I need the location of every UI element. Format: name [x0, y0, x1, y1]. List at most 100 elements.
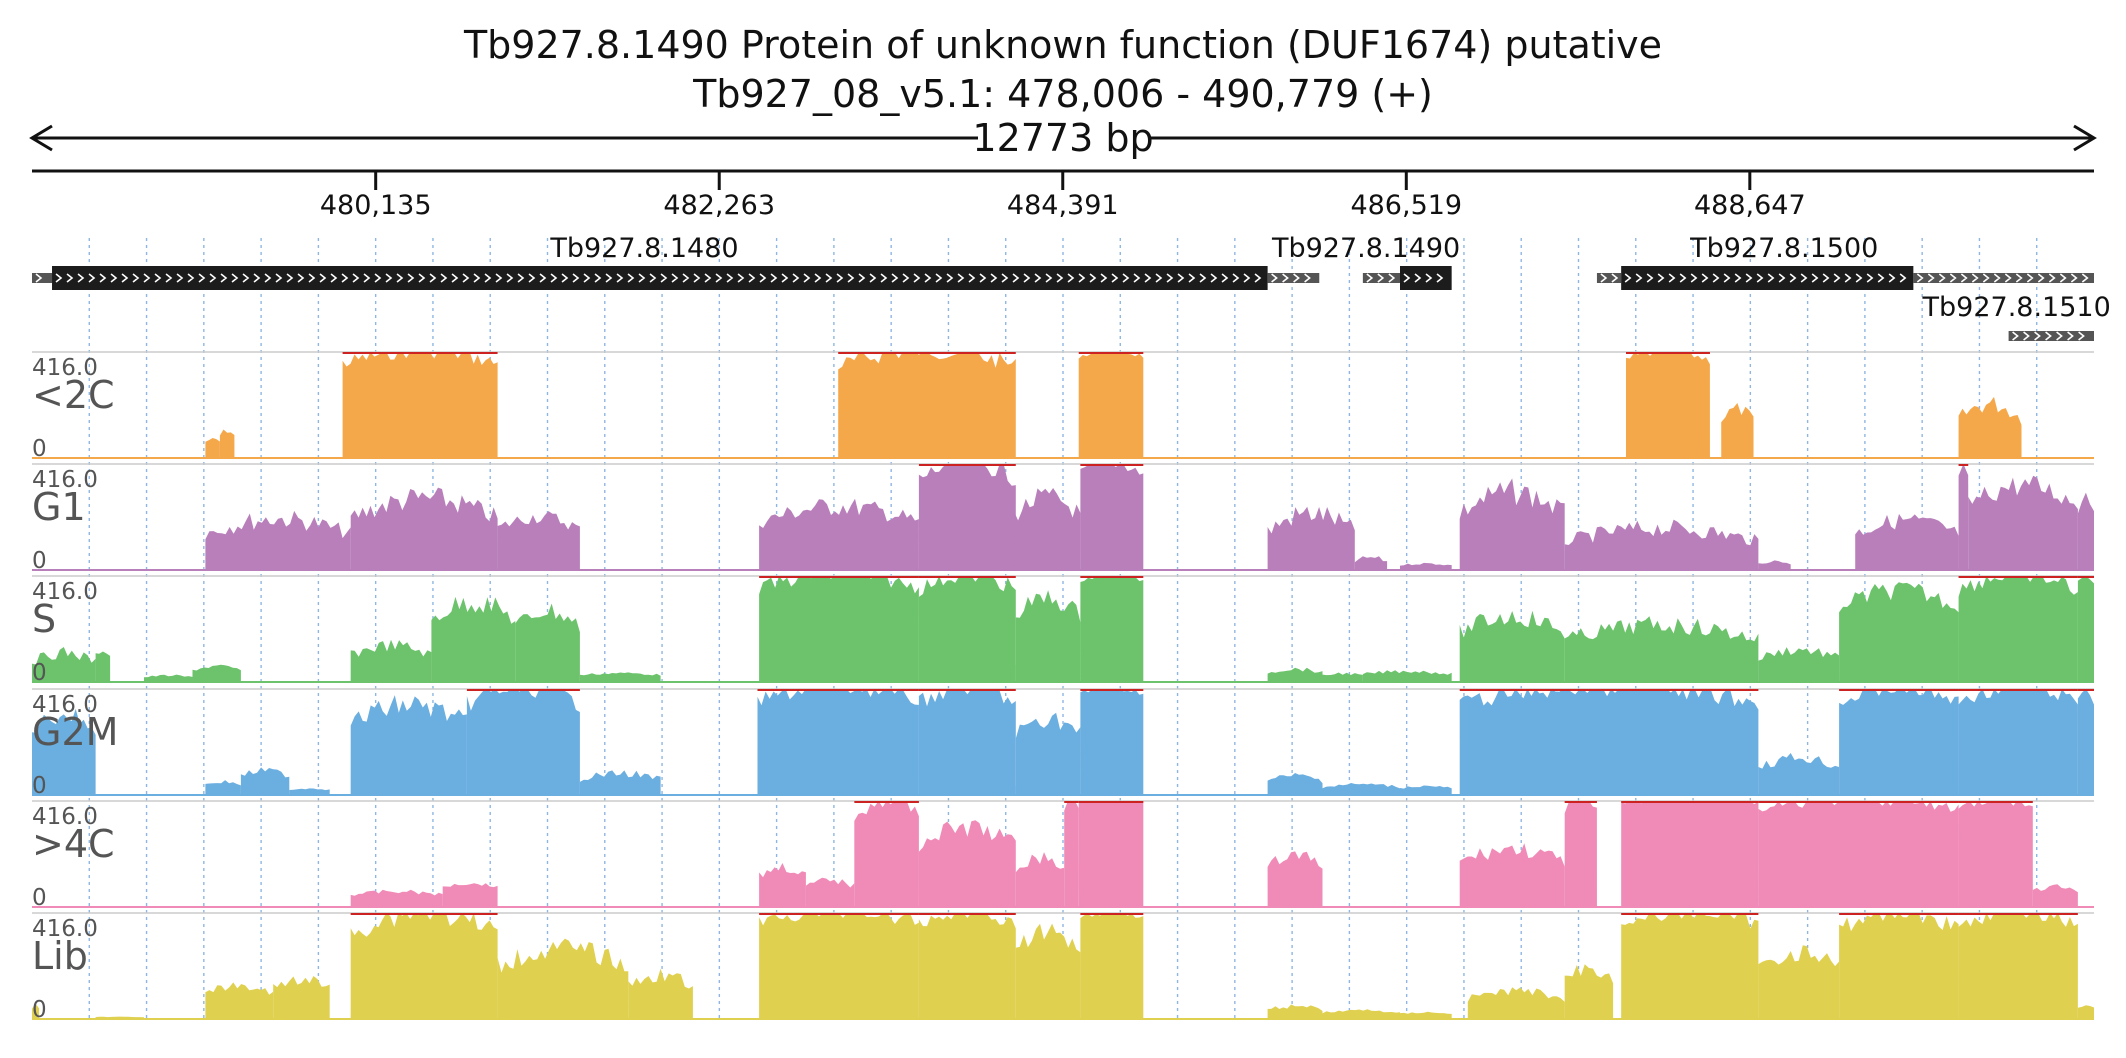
axis-tick-label: 486,519 [1350, 190, 1462, 221]
coverage-area [1015, 923, 1081, 1019]
track-max-label: 416.0 [32, 692, 98, 718]
track-min-label: 0 [32, 773, 47, 799]
coverage-area [442, 883, 498, 907]
coverage-area [1064, 801, 1079, 907]
strand-arrow-icon [1600, 273, 1619, 283]
coverage-area [219, 429, 235, 458]
coverage-area [515, 603, 580, 682]
coverage-area [759, 498, 919, 570]
coverage-area [1322, 783, 1400, 795]
coverage-area [1399, 1011, 1452, 1019]
coverage-track: 416.0 0 G1 [32, 463, 2094, 574]
span-ruler: 12773 bp [29, 116, 2097, 160]
gene-utr-block [1267, 273, 1320, 283]
gene-feature: Tb927.8.1480 [32, 233, 1320, 290]
coverage-area [350, 487, 498, 570]
track-min-label: 0 [32, 997, 47, 1023]
coverage-area [144, 674, 193, 682]
gene-label: Tb927.8.1480 [549, 233, 738, 264]
gene-utr-block [1362, 273, 1400, 283]
track-max-label: 416.0 [32, 916, 98, 942]
coverage-area [1459, 843, 1565, 907]
gene-cds-block [52, 266, 1268, 290]
coverage-area [95, 1016, 145, 1019]
coverage-area [757, 689, 919, 795]
coverage-tracks: 416.00<2C416.00G1416.00S416.00G2M416.00>… [32, 351, 2094, 1023]
coverage-area [1267, 851, 1323, 907]
coverage-area [1958, 396, 2022, 458]
coverage-area [1564, 616, 1759, 682]
coverage-area [32, 1003, 40, 1019]
coverage-area [1758, 560, 1791, 570]
coverage-area [1393, 457, 1430, 458]
coverage-area [205, 982, 274, 1019]
coverage-area [854, 801, 919, 907]
coverage-area [1855, 513, 1959, 570]
track-max-label: 416.0 [32, 467, 98, 493]
track-min-label: 0 [32, 885, 47, 911]
coverage-area [1354, 556, 1388, 570]
coverage-area [1564, 801, 1597, 907]
coverage-area [1399, 785, 1452, 795]
coverage-area [1758, 753, 1840, 795]
coverage-area [918, 689, 1016, 795]
span-arrow-left-icon [29, 124, 53, 152]
coverage-area [1078, 801, 1144, 907]
coverage-area [1958, 913, 2078, 1019]
coverage-area [350, 639, 432, 682]
coverage-area [1958, 464, 1969, 570]
coverage-area [1958, 576, 2078, 682]
coverage-area [2077, 576, 2094, 682]
coverage-area [579, 672, 661, 682]
coverage-area [205, 780, 241, 795]
axis-tick-label: 480,135 [320, 190, 432, 221]
gene-label: Tb927.8.1490 [1271, 233, 1460, 264]
coverage-area [805, 877, 855, 907]
coverage-area [1267, 667, 1323, 682]
gene-feature: Tb927.8.1500 [1596, 233, 2094, 290]
coverage-area [205, 438, 220, 458]
coverage-area [350, 889, 443, 907]
track-max-label: 416.0 [32, 804, 98, 830]
gene-feature: Tb927.8.1490 [1271, 233, 1460, 290]
coverage-area [2077, 1005, 2094, 1019]
span-length-label: 12773 bp [972, 116, 1153, 160]
coverage-area [2032, 884, 2078, 907]
strand-arrow-icon [35, 273, 43, 283]
gene-utr-block [1596, 273, 1622, 283]
coverage-area [1721, 403, 1754, 458]
strand-arrow-icon [1271, 273, 1311, 283]
coverage-area [192, 664, 241, 682]
coverage-area [95, 651, 111, 682]
coverage-area [1839, 913, 1959, 1019]
coverage-area [1621, 913, 1759, 1019]
track-max-label: 416.0 [32, 355, 98, 381]
coverage-area [1015, 852, 1065, 907]
strand-arrow-icon [1916, 273, 2089, 283]
track-name-label: S [32, 597, 56, 641]
coverage-area [1968, 475, 2078, 570]
coordinate-axis: 480,135 482,263 484,391 486,519 488,647 [320, 171, 1806, 221]
coverage-area [759, 576, 919, 682]
coverage-area [342, 352, 498, 458]
strand-arrow-icon [55, 273, 1262, 283]
coverage-area [2077, 492, 2094, 570]
coverage-area [1399, 562, 1452, 570]
gene-track: Tb927.8.1480 Tb927.8.1490 Tb927.8.1500 Tb92… [32, 233, 2111, 341]
coverage-area [1014, 488, 1081, 570]
track-name-label: <2C [32, 373, 115, 417]
track-name-label: G2M [32, 710, 118, 754]
coverage-area [918, 576, 1016, 682]
coverage-area [32, 647, 96, 682]
coverage-area [497, 511, 580, 570]
gene-feature: Tb927.8.1510 [1922, 292, 2111, 341]
coverage-area [1267, 773, 1323, 795]
coverage-area [1958, 689, 2078, 795]
coverage-area [1839, 582, 1959, 682]
coverage-area [2077, 689, 2094, 795]
coverage-area [205, 510, 351, 570]
coverage-area [273, 976, 330, 1019]
strand-arrow-icon [1624, 273, 1907, 283]
span-arrow-right-icon [2073, 124, 2097, 152]
